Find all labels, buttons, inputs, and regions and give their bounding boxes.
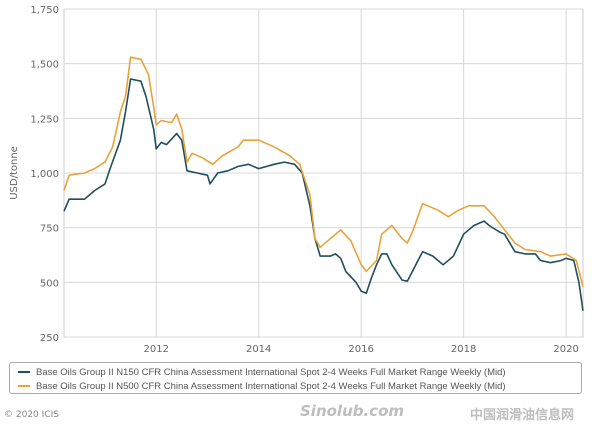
watermark-text: 中国润滑油信息网 [470,408,575,423]
x-tick-label: 2020 [553,344,578,355]
grid [63,8,584,338]
y-tick-label: 750 [40,224,59,235]
y-tick-label: 1,000 [30,169,59,180]
series-line-n500 [63,56,584,287]
x-tick-label: 2012 [143,344,168,355]
y-tick-label: 1,250 [30,114,59,125]
series-lines [63,56,584,311]
watermark-logo: Sinolub.com [300,402,405,420]
y-tick-label: 250 [40,333,59,344]
x-tick-label: 2016 [348,344,373,355]
legend-swatch [18,371,30,373]
y-tick-label: 1,500 [30,60,59,71]
y-axis-ticks: 250 500 750 1,000 1,250 1,500 1,750 [30,5,59,344]
legend: Base Oils Group II N150 CFR China Assess… [9,362,582,394]
y-tick-label: 500 [40,278,59,289]
legend-item-n500[interactable]: Base Oils Group II N500 CFR China Assess… [18,379,573,393]
copyright: © 2020 ICIS [4,410,59,420]
x-axis-ticks: 2012 2014 2016 2018 2020 [143,344,578,355]
x-tick-label: 2014 [246,344,271,355]
x-tick-label: 2018 [451,344,476,355]
legend-label: Base Oils Group II N150 CFR China Assess… [36,366,506,378]
y-axis-label: USD/tonne [9,146,20,200]
legend-item-n150[interactable]: Base Oils Group II N150 CFR China Assess… [18,365,573,379]
series-line-n150 [63,78,584,311]
legend-swatch [18,385,30,387]
y-tick-label: 1,750 [30,5,59,16]
legend-label: Base Oils Group II N500 CFR China Assess… [36,380,506,392]
